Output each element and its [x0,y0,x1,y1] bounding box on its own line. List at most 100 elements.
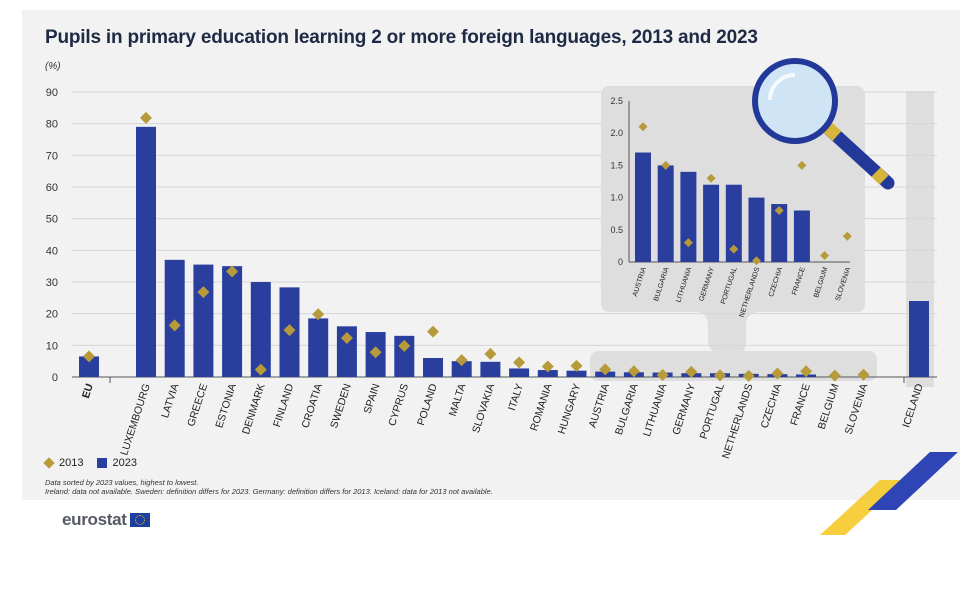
x-tick-label: ITALY [506,382,526,412]
x-tick-label: BELGIUM [816,382,842,431]
chart-title: Pupils in primary education learning 2 o… [45,27,758,48]
marker-2013 [714,369,726,382]
footnote-sorting: Data sorted by 2023 values, highest to l… [45,478,199,487]
marker-2013 [685,365,698,378]
marker-2013 [312,308,325,321]
y-tick-label: 90 [46,87,58,99]
bar-2023 [164,259,185,377]
marker-2013 [340,332,353,344]
bar-2023 [509,368,530,377]
magnifier-collar [822,122,842,141]
x-tick-label: LITHUANIA [641,382,669,438]
legend: 2013 2023 [43,457,137,469]
inset-y-tick-label: 2.0 [610,128,623,138]
eurostat-logo: eurostat [62,510,150,530]
bar-2023 [250,282,271,377]
x-tick-label: SLOVENIA [843,382,871,436]
y-tick-label: 80 [46,119,58,131]
legend-2023-marker [97,458,108,468]
marker-2013 [140,111,152,124]
marker-2013 [771,367,784,380]
bar-2023 [566,370,587,377]
inset-marker-2013 [706,173,716,183]
x-tick-label: DENMARK [240,382,268,436]
y-axis-unit: (%) [45,61,61,72]
magnifier-glare [768,73,796,101]
x-tick-label: FINLAND [271,382,296,429]
y-tick-label: 20 [46,309,58,321]
marker-2013 [800,365,813,378]
marker-2013 [83,350,95,363]
inset-y-tick-label: 0.5 [610,225,623,235]
eu-flag-icon [129,513,150,527]
y-tick-label: 50 [46,214,58,226]
x-tick-label: PORTUGAL [698,382,727,441]
inset-bar-2023 [748,197,765,262]
x-tick-label: FRANCE [788,382,813,427]
marker-2013 [455,354,468,367]
x-tick-label: SWEDEN [328,382,354,430]
marker-2013 [398,339,411,352]
marker-2013 [427,325,439,338]
magnifier-lens [752,58,838,144]
bar-2023 [136,126,156,377]
x-tick-label: MALTA [447,382,469,418]
decor-yellow-stripe [820,480,905,535]
inset-marker-2013 [729,244,739,254]
y-tick-label: 70 [46,150,58,162]
inset-marker-2013 [797,160,807,170]
x-tick-label: ESTONIA [213,382,239,429]
x-tick-label: ICELAND [900,382,926,429]
x-tick-label: LUXEMBOURG [118,382,152,457]
marker-2013 [857,368,870,381]
inset-marker-2013 [752,256,761,266]
inset-marker-2013 [638,122,648,132]
marker-2013 [168,319,181,332]
inset-marker-2013 [683,238,693,248]
inset-y-tick-label: 1.0 [610,193,623,203]
inset-marker-2013 [661,160,671,170]
magnifying-glass-icon [752,58,895,190]
marker-2013 [369,346,382,359]
footnote-definitions: Ireland: data not available. Sweden: def… [45,487,493,496]
inset-bar-2023 [703,184,720,262]
bar-2023 [79,356,99,377]
marker-2013 [541,360,554,373]
marker-2013 [513,356,526,369]
marker-2013 [742,369,755,382]
legend-2013-label: 2013 [59,457,84,469]
bar-2023 [537,370,558,377]
x-tick-label: SLOVAKIA [470,382,497,434]
x-tick-label: SPAIN [362,382,383,415]
inset-bar-2023 [657,165,674,262]
marker-2013 [570,359,583,372]
x-tick-label: LATVIA [159,382,181,419]
bar-2023 [308,318,329,377]
x-tick-label: BULGARIA [613,382,641,436]
inset-marker-2013 [842,231,852,241]
marker-2013 [656,369,669,382]
marker-2013 [828,369,841,382]
marker-2013 [283,324,296,337]
inset-y-tick-label: 2.5 [610,96,623,106]
marker-2013 [627,365,640,378]
bar-2023 [480,361,501,377]
footnotes: Data sorted by 2023 values, highest to l… [45,478,493,496]
x-tick-label: HUNGARY [556,382,584,435]
eurostat-logo-text: eurostat [62,510,127,529]
decor-blue-stripe [868,452,958,510]
x-tick-label: EU [80,382,96,400]
inset-y-tick-label: 1.5 [610,160,623,170]
marker-2013 [599,363,612,376]
marker-2013 [254,363,267,376]
bar-2023 [193,264,214,377]
zoom-connector [696,312,760,352]
marker-2013 [197,286,210,299]
inset-y-tick-label: 0 [618,257,623,267]
x-tick-label: GERMANY [670,382,698,436]
x-tick-label: NETHERLANDS [720,382,756,460]
y-tick-label: 30 [46,277,58,289]
y-tick-label: 0 [52,372,58,384]
x-tick-label: CROATIA [299,382,325,429]
